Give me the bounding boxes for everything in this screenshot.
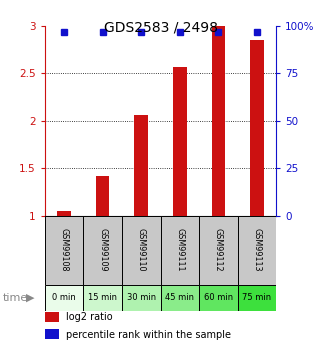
Bar	[212, 26, 225, 216]
Bar	[45, 285, 83, 310]
Text: GSM99109: GSM99109	[98, 228, 107, 272]
Bar	[122, 216, 160, 285]
Text: time: time	[3, 293, 29, 303]
Text: 60 min: 60 min	[204, 293, 233, 302]
Text: GSM99110: GSM99110	[137, 228, 146, 272]
Bar	[45, 312, 59, 322]
Bar	[250, 40, 264, 216]
Bar	[83, 216, 122, 285]
Bar	[160, 285, 199, 310]
Text: GSM99113: GSM99113	[252, 228, 261, 272]
Bar	[238, 285, 276, 310]
Bar	[199, 216, 238, 285]
Bar	[134, 115, 148, 216]
Bar	[173, 67, 187, 216]
Text: GSM99111: GSM99111	[175, 228, 184, 272]
Text: GSM99112: GSM99112	[214, 228, 223, 272]
Bar	[83, 285, 122, 310]
Bar	[122, 285, 160, 310]
Text: 30 min: 30 min	[127, 293, 156, 302]
Bar	[160, 216, 199, 285]
Bar	[96, 176, 109, 216]
Bar	[45, 216, 83, 285]
Text: percentile rank within the sample: percentile rank within the sample	[66, 330, 231, 339]
Text: 0 min: 0 min	[52, 293, 76, 302]
Text: 15 min: 15 min	[88, 293, 117, 302]
Text: 45 min: 45 min	[165, 293, 194, 302]
Bar	[45, 329, 59, 339]
Text: log2 ratio: log2 ratio	[66, 313, 112, 322]
Bar	[238, 216, 276, 285]
Text: GDS2583 / 2498: GDS2583 / 2498	[103, 21, 218, 35]
Text: GSM99108: GSM99108	[60, 228, 69, 272]
Bar	[199, 285, 238, 310]
Text: 75 min: 75 min	[242, 293, 271, 302]
Text: ▶: ▶	[26, 293, 35, 303]
Bar	[57, 211, 71, 216]
